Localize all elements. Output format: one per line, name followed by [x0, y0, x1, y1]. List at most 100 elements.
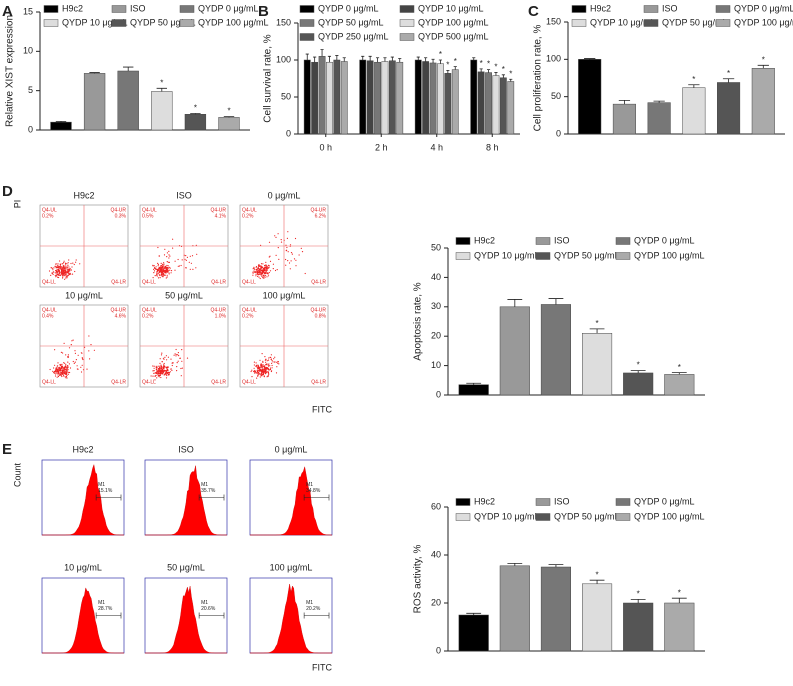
bar — [318, 56, 326, 135]
dot — [166, 359, 168, 361]
dot — [267, 275, 270, 277]
dot — [166, 368, 168, 370]
bar — [682, 87, 706, 135]
dot — [263, 368, 265, 370]
dot — [269, 270, 272, 272]
dot — [174, 269, 176, 271]
dot — [164, 267, 166, 269]
dot — [63, 371, 65, 373]
dot — [269, 365, 271, 367]
dot — [65, 271, 67, 274]
dot — [61, 272, 63, 274]
dot — [75, 359, 77, 361]
quadrant-value: 0.4% — [42, 313, 54, 319]
dot — [163, 370, 165, 372]
dot — [253, 270, 255, 272]
dot — [262, 371, 264, 373]
y-tick-label: 20 — [431, 597, 441, 607]
dot — [52, 271, 55, 273]
dot — [163, 274, 165, 276]
dot — [65, 370, 67, 372]
dot — [168, 273, 170, 275]
dot — [57, 370, 59, 372]
error-bar — [342, 57, 346, 62]
bar — [623, 602, 654, 652]
dot — [177, 352, 179, 354]
dot — [172, 247, 174, 249]
bar — [444, 73, 452, 135]
dot — [251, 369, 253, 371]
dot — [55, 373, 57, 375]
dot — [157, 370, 159, 372]
dot — [64, 367, 66, 369]
dot — [270, 356, 272, 359]
legend-label: QYDP 50 μg/mL — [130, 17, 196, 27]
dot — [65, 262, 67, 264]
dot — [276, 269, 278, 271]
gate-label: M1 — [306, 600, 313, 606]
dot — [165, 267, 167, 269]
dot — [253, 266, 255, 268]
dot — [266, 276, 268, 278]
dot — [255, 275, 257, 277]
dot — [267, 272, 269, 274]
dot — [181, 360, 183, 362]
y-tick-label: 60 — [431, 501, 441, 511]
dot — [164, 274, 166, 276]
dot — [51, 272, 53, 274]
dot — [57, 271, 59, 273]
dot — [167, 268, 169, 270]
y-tick-label: 0 — [286, 128, 291, 138]
dot — [287, 251, 289, 253]
dot — [269, 255, 271, 257]
bar — [507, 81, 515, 135]
gate-label: M1 — [201, 482, 208, 488]
dot — [65, 277, 67, 279]
dot — [277, 233, 279, 235]
dot — [257, 266, 259, 268]
error-bar — [548, 564, 564, 567]
dot — [57, 366, 59, 369]
dot — [277, 362, 279, 364]
dot — [257, 364, 259, 366]
legend-swatch — [399, 5, 415, 13]
bar — [303, 59, 311, 135]
dot — [289, 244, 292, 246]
bar — [499, 565, 530, 652]
dot — [255, 365, 257, 367]
dot — [262, 268, 264, 270]
dot — [160, 354, 163, 356]
dot — [261, 269, 263, 272]
dot — [271, 362, 273, 364]
dot — [261, 373, 263, 375]
dot — [160, 268, 163, 270]
dot — [163, 254, 166, 256]
dot — [255, 273, 257, 275]
error-bar — [479, 68, 483, 72]
y-axis-label: Cell survival rate, % — [263, 34, 274, 122]
dot — [260, 263, 263, 265]
significance-mark: * — [595, 319, 598, 328]
quadrant-label: Q4-UR — [210, 307, 226, 313]
dot — [265, 264, 267, 266]
dot — [50, 267, 53, 269]
dot — [161, 370, 163, 372]
dot — [264, 365, 266, 367]
dot — [60, 369, 62, 371]
error-bar — [688, 84, 700, 88]
dot — [157, 371, 160, 373]
dot — [270, 370, 272, 373]
dot — [63, 260, 65, 262]
y-axis-label: Count — [12, 463, 22, 488]
dot — [74, 350, 76, 352]
legend-label: ISO — [130, 3, 146, 13]
error-bar — [507, 563, 523, 566]
dot — [177, 354, 179, 356]
legend-label: QYDP 10 μg/mL — [62, 17, 128, 27]
bar — [470, 59, 478, 135]
dot — [259, 268, 261, 270]
dot — [258, 276, 260, 278]
dot — [70, 344, 72, 346]
bar — [582, 583, 613, 652]
histogram — [250, 583, 332, 654]
